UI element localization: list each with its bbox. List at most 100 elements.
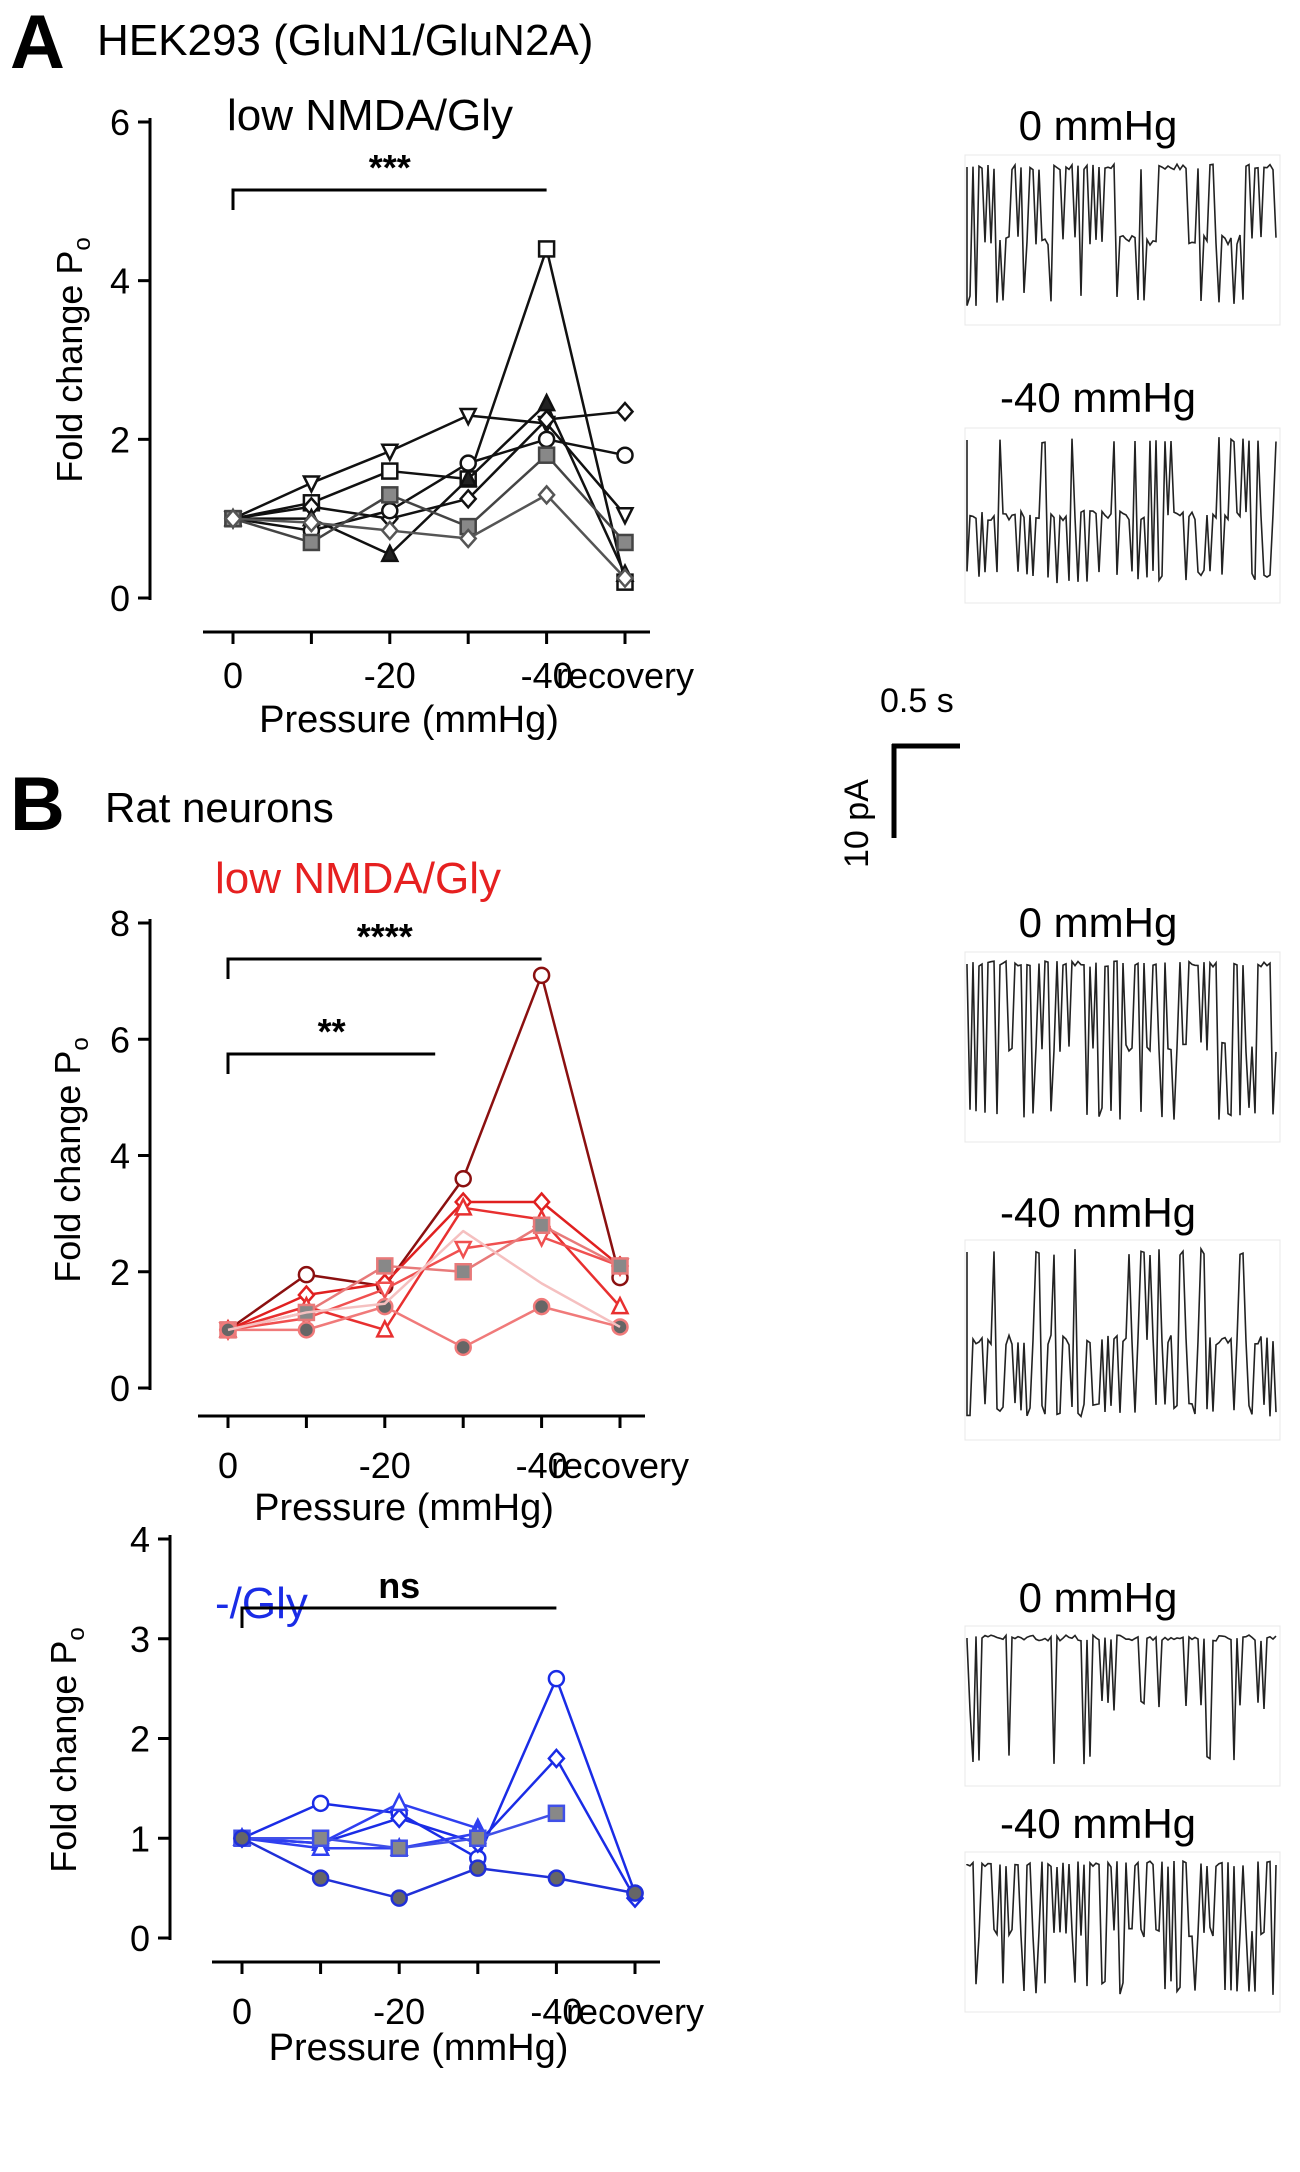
y-tick-label: 0 (110, 578, 130, 619)
data-point (469, 1829, 487, 1847)
data-point (454, 1170, 472, 1188)
series-line (241, 1677, 637, 1894)
significance-bracket (226, 957, 542, 979)
data-point (389, 1792, 409, 1812)
trace-signal (966, 959, 1277, 1120)
current-trace (964, 1239, 1281, 1441)
series-line (232, 414, 626, 520)
data-point (233, 1829, 251, 1847)
current-trace (964, 1625, 1281, 1787)
trace-frame (964, 154, 1281, 326)
significance-label: ** (318, 1011, 346, 1052)
significance-bracket (240, 1606, 557, 1628)
y-tick-label: 0 (110, 1368, 130, 1409)
y-axis-label-subscript: o (63, 1627, 90, 1640)
data-point (380, 520, 399, 541)
data-point (453, 1196, 473, 1216)
trace-signal (966, 1633, 1277, 1765)
data-point (532, 966, 551, 985)
data-point (459, 528, 478, 549)
data-point (532, 1297, 551, 1316)
trace-frame (964, 1239, 1281, 1441)
panel-title-b: Rat neurons (105, 784, 334, 831)
trace-frame (964, 1625, 1281, 1787)
data-point (454, 1338, 472, 1357)
significance-bracket (231, 188, 547, 210)
data-point (376, 1297, 394, 1316)
x-axis-label: Pressure (mmHg) (269, 2027, 569, 2069)
significance-bracket (226, 1052, 436, 1074)
trace-label: -40 mmHg (1000, 1189, 1196, 1236)
y-axis-label: Fold change Po (47, 1037, 94, 1283)
trace-signal (966, 161, 1277, 306)
data-point (381, 486, 399, 504)
data-point (297, 1321, 316, 1339)
y-tick-label: 2 (130, 1719, 150, 1760)
data-point (537, 430, 556, 449)
y-tick-label: 2 (110, 1252, 130, 1293)
current-trace (964, 951, 1281, 1143)
x-tick-label: recovery (551, 1445, 689, 1486)
y-tick-label: 4 (110, 261, 130, 302)
series-line (241, 1837, 636, 1900)
data-point (381, 501, 399, 520)
trace-signal (966, 1859, 1277, 1995)
data-point (459, 454, 477, 472)
x-tick-label: -20 (359, 1445, 411, 1486)
significance-label: *** (369, 147, 411, 188)
y-axis-label: Fold change Po (43, 1627, 90, 1873)
x-axis-label: Pressure (mmHg) (259, 699, 559, 741)
panel-label-b: B (10, 762, 65, 847)
data-point (380, 543, 400, 563)
data-point (615, 506, 635, 526)
x-tick-label: -40 (521, 655, 573, 696)
data-point (311, 1829, 330, 1847)
series-line (232, 247, 627, 583)
trace-signal (966, 437, 1277, 584)
y-axis-label-subscript: o (67, 1037, 94, 1050)
trace-label: -40 mmHg (1000, 374, 1196, 421)
data-point (453, 1240, 473, 1260)
current-trace (964, 1851, 1281, 2013)
y-axis-label: Fold change Po (49, 237, 96, 483)
x-tick-label: recovery (556, 655, 694, 696)
data-point (616, 446, 634, 464)
x-tick-label: -40 (530, 1991, 582, 2032)
data-point (375, 1318, 395, 1338)
y-tick-label: 6 (110, 102, 130, 143)
series-line (227, 1200, 621, 1332)
y-axis-label-text: Fold change P (47, 1051, 88, 1283)
series-line (232, 438, 626, 532)
y-axis-label-text: Fold change P (49, 251, 90, 483)
series-line (241, 1757, 637, 1899)
x-tick-label: 0 (218, 1445, 238, 1486)
y-tick-label: 1 (130, 1818, 150, 1859)
data-point (302, 533, 321, 552)
data-point (311, 1836, 331, 1856)
data-point (390, 1839, 408, 1857)
data-point (615, 401, 635, 422)
condition-label: low NMDA/Gly (227, 91, 513, 140)
data-point (302, 512, 321, 534)
y-axis-label-subscript: o (69, 237, 96, 250)
data-point (537, 446, 556, 464)
data-point (547, 1669, 566, 1688)
data-point (301, 475, 321, 495)
x-tick-label: -20 (373, 1991, 425, 2032)
data-point (297, 1265, 316, 1284)
data-point (458, 467, 478, 487)
trace-label: 0 mmHg (1019, 102, 1178, 149)
series-line (227, 1229, 621, 1332)
data-point (375, 1281, 395, 1301)
single-channel-traces: 0 mmHg -40 mmHg 0 mmHg -40 mmHg 0 mmHg -40 mm… (964, 102, 1281, 2013)
data-point (380, 443, 400, 463)
data-point (459, 488, 478, 510)
series-line (227, 974, 622, 1331)
data-point (376, 1257, 394, 1275)
data-point (454, 1263, 472, 1281)
trace-label: 0 mmHg (1019, 899, 1178, 946)
series-line (241, 1832, 479, 1850)
data-point (610, 1295, 630, 1315)
